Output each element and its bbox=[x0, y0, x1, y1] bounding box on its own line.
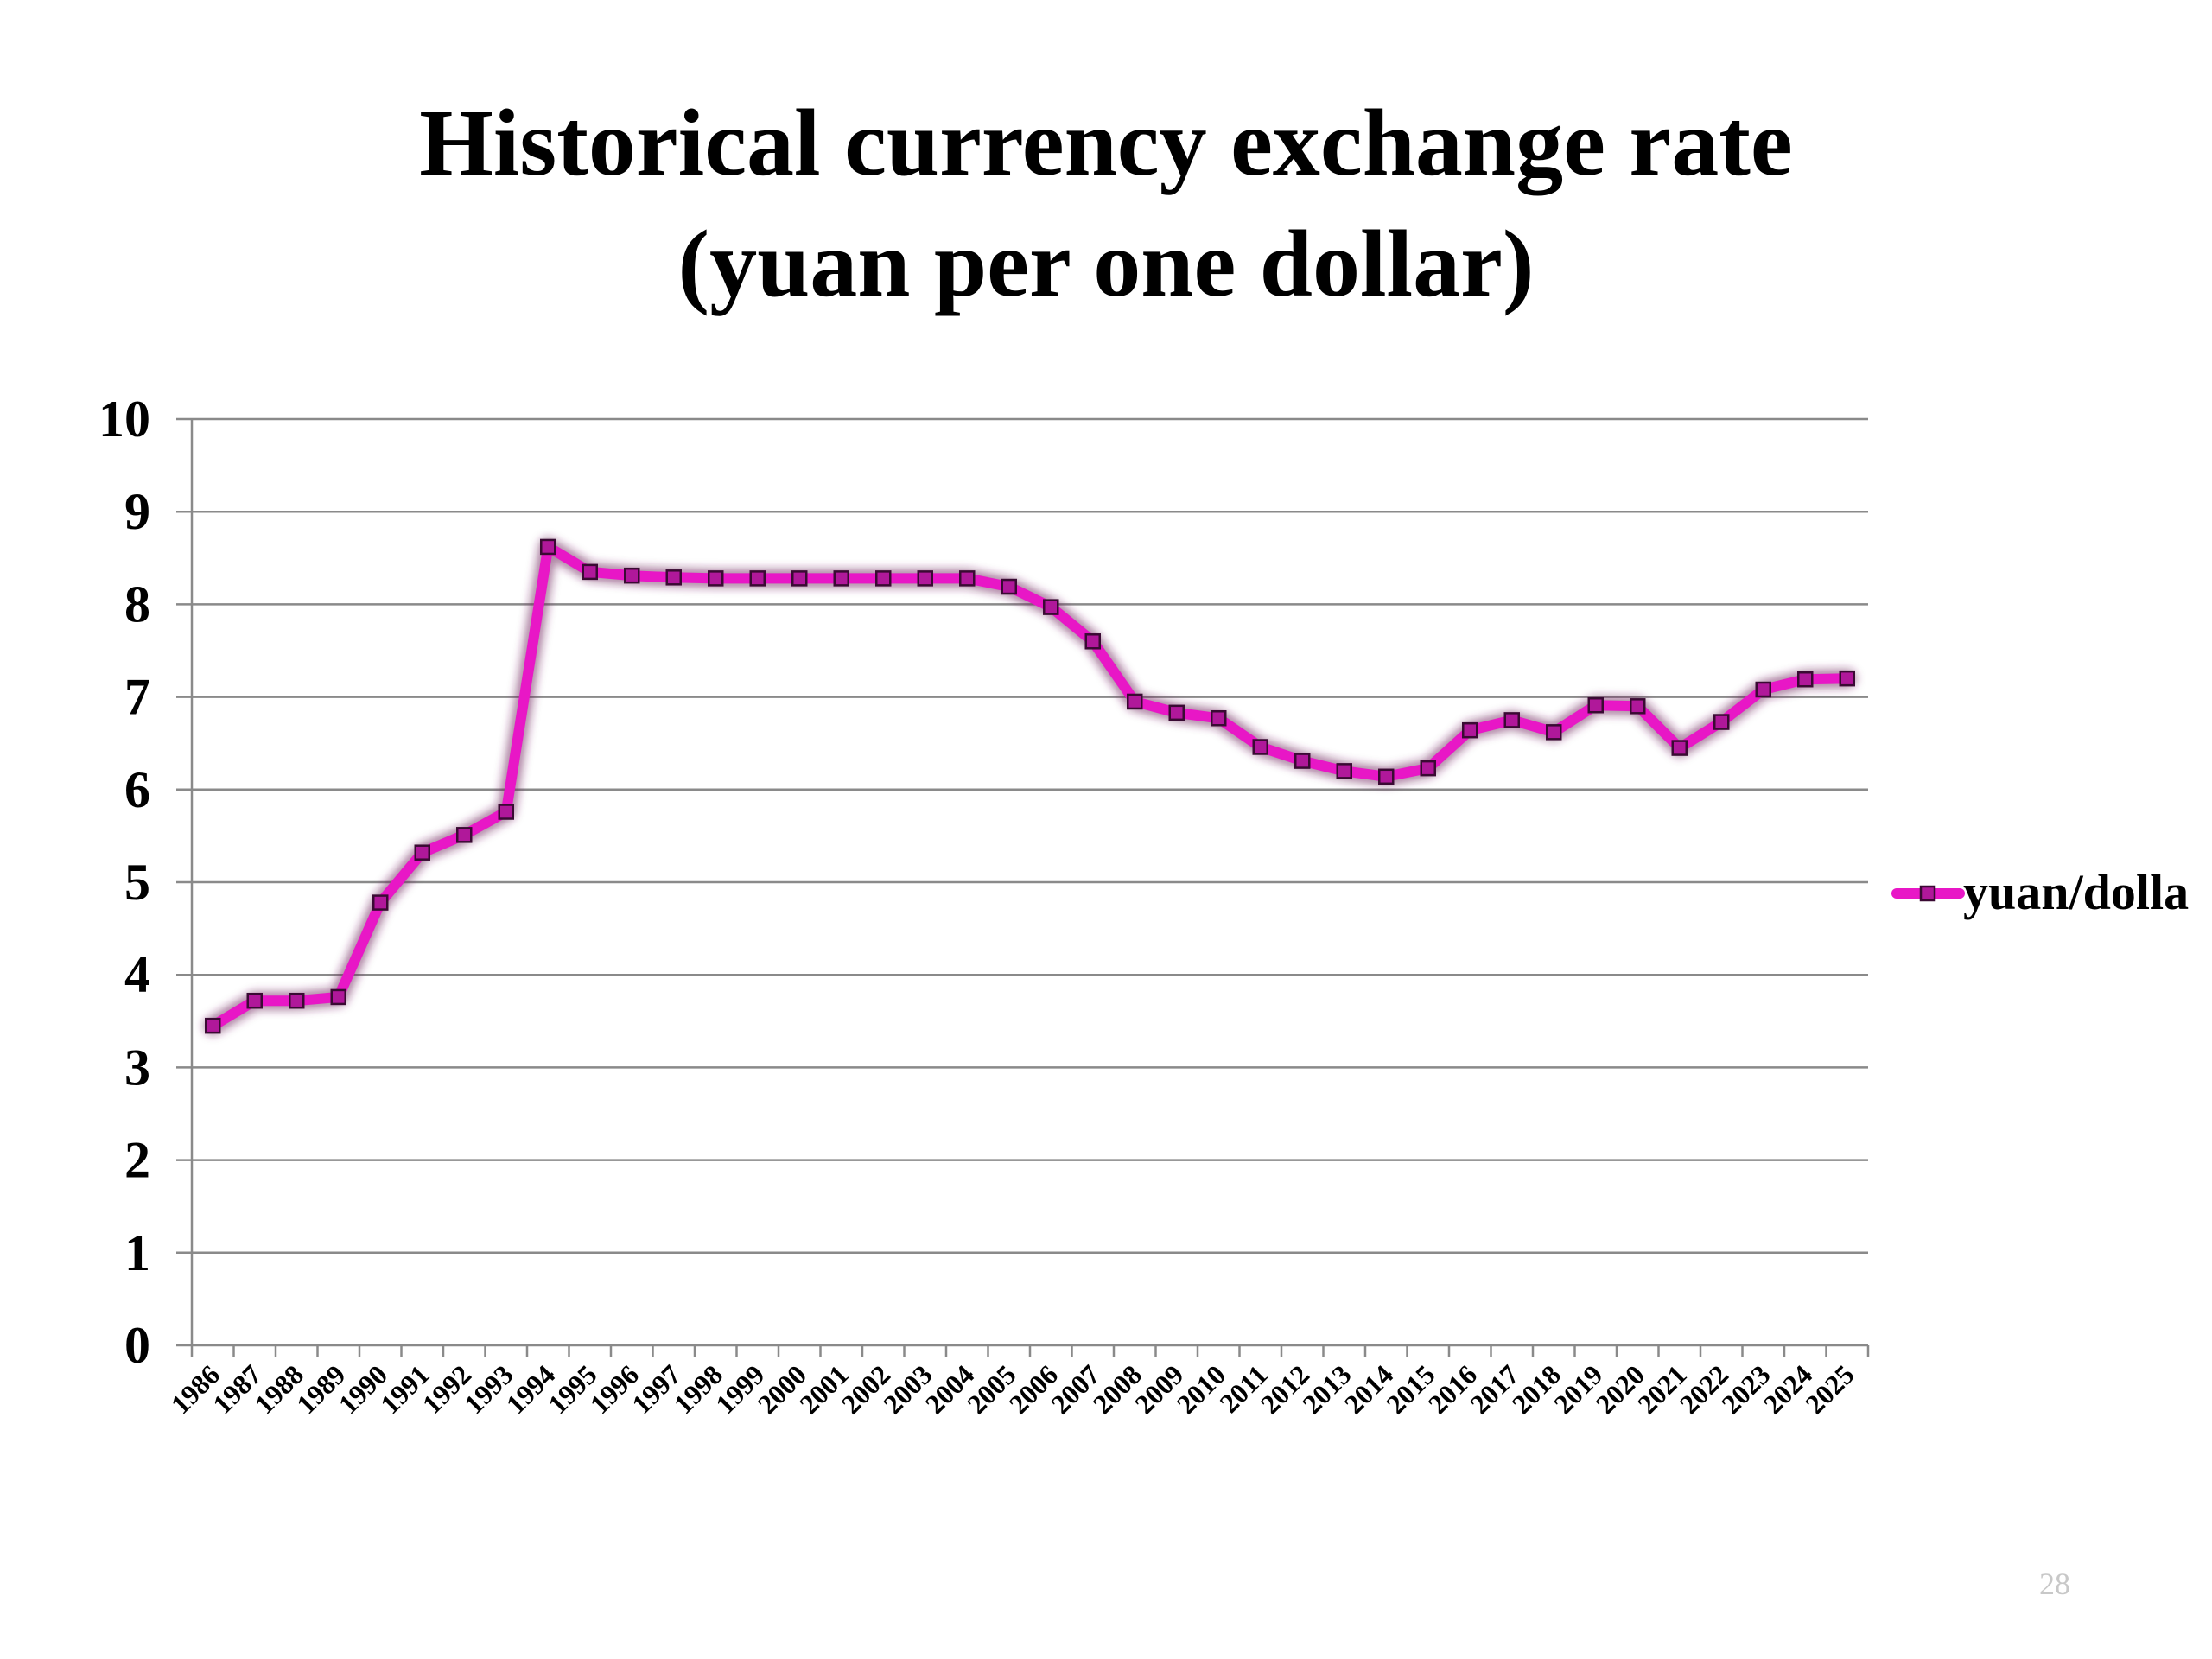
data-point-marker bbox=[414, 844, 430, 861]
y-tick-label: 1 bbox=[124, 1224, 150, 1281]
series-line-shadow bbox=[203, 537, 1857, 1036]
y-tick-label: 2 bbox=[124, 1132, 150, 1189]
data-point-marker bbox=[498, 804, 514, 820]
data-point-marker bbox=[330, 988, 346, 1006]
data-point-marker bbox=[205, 1017, 221, 1034]
data-point-marker bbox=[1127, 693, 1143, 710]
chart-title-line-1: Historical currency exchange rate bbox=[419, 90, 1793, 195]
data-point-marker bbox=[289, 992, 305, 1009]
gridlines bbox=[192, 417, 1868, 1347]
data-point-marker bbox=[372, 894, 389, 911]
legend-label: yuan/dolla bbox=[1963, 864, 2189, 920]
data-point-marker bbox=[1294, 753, 1311, 769]
y-tick-label: 0 bbox=[124, 1317, 150, 1374]
data-point-marker bbox=[1587, 696, 1604, 714]
y-tick-label: 3 bbox=[124, 1039, 150, 1096]
data-point-marker bbox=[1420, 760, 1436, 777]
data-point-marker bbox=[1630, 698, 1646, 715]
data-point-marker bbox=[1252, 739, 1268, 755]
y-tick-label: 7 bbox=[124, 669, 150, 726]
data-point-marker bbox=[456, 827, 473, 843]
data-point-marker bbox=[833, 570, 849, 587]
data-point-marker bbox=[875, 570, 892, 587]
data-point-marker bbox=[624, 567, 640, 584]
data-point-marker bbox=[959, 570, 976, 587]
data-point-marker bbox=[1462, 721, 1478, 739]
y-tick-label: 5 bbox=[124, 854, 150, 911]
data-point-marker bbox=[791, 570, 808, 587]
page-number: 28 bbox=[2039, 1567, 2070, 1601]
data-point-marker bbox=[1713, 714, 1730, 730]
data-point-marker bbox=[1546, 724, 1562, 741]
data-point-marker bbox=[749, 570, 766, 587]
data-point-marker bbox=[1378, 768, 1395, 785]
series-layer bbox=[203, 537, 1857, 1036]
data-point-marker bbox=[1336, 763, 1352, 779]
data-point-marker bbox=[708, 570, 724, 587]
y-tick-label: 9 bbox=[124, 483, 150, 540]
y-tick-label: 6 bbox=[124, 761, 150, 818]
chart-title-line-2: (yuan per one dollar) bbox=[677, 211, 1535, 316]
data-point-marker bbox=[1211, 710, 1227, 727]
data-point-marker bbox=[1839, 670, 1855, 687]
data-point-marker bbox=[917, 570, 933, 587]
y-tick-label: 10 bbox=[99, 391, 150, 448]
y-tick-label: 8 bbox=[124, 575, 150, 632]
data-point-marker bbox=[540, 538, 556, 556]
x-tick-label: 2025 bbox=[1799, 1358, 1860, 1420]
data-point-marker bbox=[246, 992, 263, 1009]
data-point-marker bbox=[1671, 740, 1688, 756]
data-point-marker bbox=[1797, 671, 1814, 688]
data-point-marker bbox=[1755, 681, 1771, 698]
data-point-marker bbox=[1503, 712, 1520, 728]
axes: 0123456789101986198719881989199019911992… bbox=[99, 391, 1870, 1420]
data-point-marker bbox=[1001, 578, 1017, 595]
data-point-marker bbox=[1084, 633, 1101, 650]
chart-title: Historical currency exchange rate (yuan … bbox=[0, 82, 2212, 324]
data-point-marker bbox=[582, 563, 598, 581]
data-point-marker bbox=[665, 569, 682, 586]
data-point-marker bbox=[1043, 599, 1059, 615]
legend: yuan/dolla bbox=[1891, 864, 2189, 920]
data-point-marker bbox=[1168, 704, 1185, 721]
legend-marker bbox=[1919, 885, 1936, 902]
y-tick-label: 4 bbox=[124, 946, 150, 1003]
series-line bbox=[207, 541, 1853, 1032]
